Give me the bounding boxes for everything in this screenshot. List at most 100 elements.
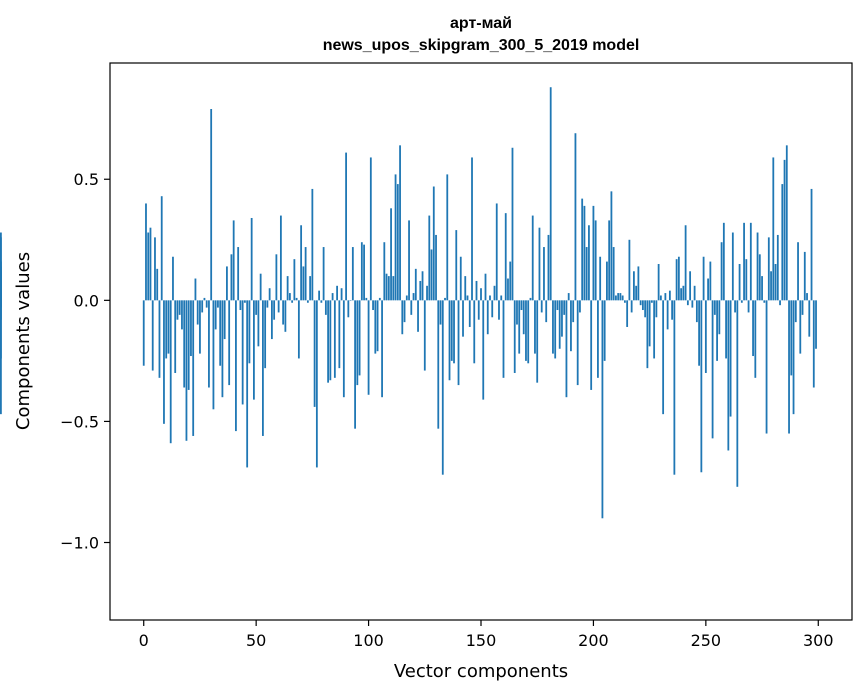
bar: [0, 261, 2, 301]
bar: [430, 249, 433, 301]
bar: [594, 220, 597, 301]
bar: [731, 232, 734, 301]
bar: [646, 300, 649, 369]
bar: [324, 300, 327, 315]
bar: [405, 295, 408, 301]
bar: [518, 300, 521, 354]
bar: [297, 300, 300, 359]
bar: [547, 234, 550, 301]
bar: [792, 300, 795, 415]
bar: [291, 300, 294, 303]
bar: [815, 300, 817, 349]
bar: [232, 220, 235, 301]
bar: [477, 300, 480, 320]
bar: [410, 300, 413, 315]
bar: [572, 300, 575, 323]
bar: [590, 300, 593, 390]
bar: [421, 271, 424, 301]
bar: [396, 184, 399, 301]
bar: [349, 300, 352, 301]
bar: [165, 300, 168, 359]
bar: [145, 203, 147, 301]
y-axis-ticks: 0.5 0.0 −0.5 −1.0: [60, 170, 110, 553]
bar: [250, 217, 253, 301]
bar: [309, 276, 312, 301]
bar: [552, 300, 554, 354]
bar: [428, 215, 431, 301]
bar: [812, 300, 815, 388]
bar: [408, 220, 410, 301]
bar: [583, 205, 586, 301]
y-tick-label: −1.0: [60, 534, 99, 553]
bar: [767, 237, 770, 301]
bar: [567, 293, 570, 301]
bar: [673, 300, 676, 475]
bar: [228, 300, 231, 386]
bar: [230, 254, 233, 301]
bar: [752, 300, 754, 357]
bar: [169, 300, 172, 444]
bar: [383, 242, 386, 301]
bar: [668, 290, 671, 301]
bar: [149, 227, 152, 301]
bar: [466, 295, 469, 301]
bar: [691, 300, 694, 308]
bar: [626, 300, 629, 327]
bar: [403, 300, 406, 323]
bar: [390, 208, 392, 301]
bar: [493, 285, 496, 301]
bar: [716, 300, 718, 361]
bar: [704, 300, 707, 373]
bar: [615, 295, 617, 301]
bar: [639, 300, 642, 306]
x-axis-ticks: 0 50 100 150 200 250 300: [139, 620, 834, 650]
bar: [279, 215, 282, 301]
bar: [689, 271, 692, 301]
bar: [473, 300, 476, 364]
bar: [671, 300, 674, 320]
bar: [248, 300, 251, 364]
bar: [253, 300, 255, 400]
bar: [754, 300, 757, 378]
bar: [237, 247, 240, 301]
bar: [176, 300, 179, 320]
bar: [187, 300, 190, 390]
bar: [221, 300, 224, 398]
bar: [516, 300, 518, 325]
bar: [205, 300, 208, 308]
bar: [423, 300, 426, 371]
bar: [588, 225, 590, 301]
bar: [356, 300, 359, 386]
bar: [226, 266, 228, 301]
bar: [531, 215, 534, 301]
bar: [268, 288, 271, 301]
bar: [333, 300, 336, 378]
bar: [217, 300, 219, 308]
bar: [468, 300, 471, 327]
bar: [331, 293, 334, 301]
bar: [725, 300, 727, 359]
bar: [527, 300, 530, 364]
bar: [698, 300, 700, 366]
bar: [311, 188, 314, 301]
x-tick-label: 250: [691, 631, 722, 650]
bar: [597, 300, 599, 378]
bar: [178, 300, 181, 315]
bar: [448, 300, 451, 381]
bar: [181, 300, 183, 330]
bar: [520, 300, 523, 311]
bar: [617, 293, 620, 301]
bar: [682, 285, 685, 301]
bar: [655, 300, 658, 318]
bar: [266, 300, 269, 308]
bar: [264, 300, 267, 369]
bar: [624, 300, 626, 303]
bar: [336, 285, 338, 301]
bar: [192, 300, 195, 436]
bar: [329, 300, 332, 381]
bar: [190, 300, 192, 357]
bar: [284, 300, 287, 332]
bar: [300, 225, 303, 301]
x-tick-label: 50: [246, 631, 266, 650]
bar: [185, 300, 188, 441]
